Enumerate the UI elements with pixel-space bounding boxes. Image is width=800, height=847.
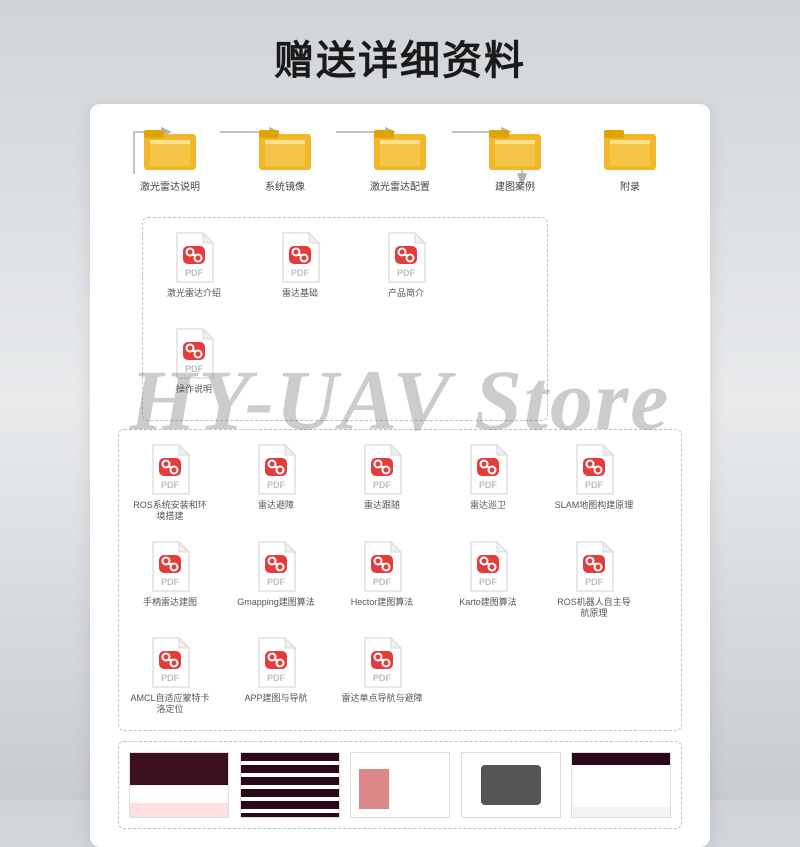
pdf-item[interactable]: PDF 雷达基础	[259, 232, 341, 310]
svg-text:PDF: PDF	[479, 480, 498, 490]
svg-text:PDF: PDF	[585, 480, 604, 490]
pdf-item[interactable]: PDF AMCL自适应蒙特卡洛定位	[129, 637, 211, 716]
pdf-label: APP建图与导航	[244, 693, 307, 715]
pdf-item[interactable]: PDF 雷达跟随	[341, 444, 423, 523]
svg-text:PDF: PDF	[161, 480, 180, 490]
svg-text:PDF: PDF	[479, 577, 498, 587]
thumbnail-row	[118, 741, 682, 829]
folder-label: 激光雷达说明	[140, 178, 200, 193]
pdf-label: 操作说明	[176, 384, 212, 406]
folder-item[interactable]: 激光雷达配置	[350, 128, 450, 193]
pdf-item[interactable]: PDF 激光雷达介绍	[153, 232, 235, 310]
pdf-item[interactable]: PDF Gmapping建图算法	[235, 541, 317, 620]
pdf-item[interactable]: PDF 雷达巡卫	[447, 444, 529, 523]
folder-item[interactable]: 建图案例	[465, 128, 565, 193]
folder-row: 激光雷达说明 系统镜像 激光雷达配置 建图案例 附录	[112, 128, 688, 209]
svg-text:PDF: PDF	[373, 480, 392, 490]
pdf-item[interactable]: PDF ROS机器人自主导航原理	[553, 541, 635, 620]
pdf-label: SLAM地图构建原理	[555, 500, 634, 522]
svg-text:PDF: PDF	[267, 577, 286, 587]
folder-item[interactable]: 激光雷达说明	[120, 128, 220, 193]
pdf-item[interactable]: PDF 雷达避障	[235, 444, 317, 523]
pdf-item[interactable]: PDF Hector建图算法	[341, 541, 423, 620]
pdf-item[interactable]: PDF Karto建图算法	[447, 541, 529, 620]
svg-text:PDF: PDF	[161, 673, 180, 683]
pdf-label: 雷达避障	[258, 500, 294, 522]
folder-item[interactable]: 系统镜像	[235, 128, 335, 193]
pdf-label: 雷达巡卫	[470, 500, 506, 522]
svg-text:PDF: PDF	[267, 673, 286, 683]
pdf-label: ROS系统安装和环境搭建	[129, 500, 211, 523]
svg-text:PDF: PDF	[161, 577, 180, 587]
pdf-item[interactable]: PDF ROS系统安装和环境搭建	[129, 444, 211, 523]
thumbnail[interactable]	[461, 752, 561, 818]
pdf-label: Gmapping建图算法	[237, 597, 315, 619]
pdf-label: 雷达基础	[282, 288, 318, 310]
folder-label: 激光雷达配置	[370, 178, 430, 193]
svg-text:PDF: PDF	[185, 364, 204, 374]
folder-label: 建图案例	[495, 178, 535, 193]
svg-text:PDF: PDF	[291, 268, 310, 278]
pdf-item[interactable]: PDF SLAM地图构建原理	[553, 444, 635, 523]
svg-text:PDF: PDF	[585, 577, 604, 587]
pdf-label: AMCL自适应蒙特卡洛定位	[129, 693, 211, 716]
pdf-item[interactable]: PDF 手柄雷达建图	[129, 541, 211, 620]
content-panel: 激光雷达说明 系统镜像 激光雷达配置 建图案例 附录 PDF 激光雷达介绍	[90, 104, 710, 847]
pdf-item[interactable]: PDF 雷达单点导航与避障	[341, 637, 423, 716]
pdf-item[interactable]: PDF 产品简介	[365, 232, 447, 310]
folder-label: 系统镜像	[265, 178, 305, 193]
pdf-group-small: PDF 激光雷达介绍 PDF 雷达基础 PDF 产品简介 PDF 操作说明	[142, 217, 548, 421]
pdf-item[interactable]: PDF 操作说明	[153, 328, 235, 406]
pdf-label: 雷达跟随	[364, 500, 400, 522]
folder-item[interactable]: 附录	[580, 128, 680, 193]
svg-text:PDF: PDF	[373, 673, 392, 683]
svg-text:PDF: PDF	[185, 268, 204, 278]
svg-text:PDF: PDF	[373, 577, 392, 587]
thumbnail[interactable]	[129, 752, 229, 818]
svg-text:PDF: PDF	[267, 480, 286, 490]
pdf-group-large: PDF ROS系统安装和环境搭建 PDF 雷达避障 PDF 雷达跟随 PDF 雷…	[118, 429, 682, 731]
pdf-label: Hector建图算法	[351, 597, 414, 619]
pdf-label: 产品简介	[388, 288, 424, 310]
pdf-label: 雷达单点导航与避障	[341, 693, 422, 715]
pdf-label: ROS机器人自主导航原理	[553, 597, 635, 620]
pdf-label: 手柄雷达建图	[143, 597, 197, 619]
thumbnail[interactable]	[240, 752, 340, 818]
pdf-label: Karto建图算法	[459, 597, 517, 619]
pdf-label: 激光雷达介绍	[167, 288, 221, 310]
folder-label: 附录	[620, 178, 640, 193]
page-title: 赠送详细资料	[274, 28, 526, 86]
svg-text:PDF: PDF	[397, 268, 416, 278]
thumbnail[interactable]	[350, 752, 450, 818]
pdf-item[interactable]: PDF APP建图与导航	[235, 637, 317, 716]
thumbnail[interactable]	[571, 752, 671, 818]
